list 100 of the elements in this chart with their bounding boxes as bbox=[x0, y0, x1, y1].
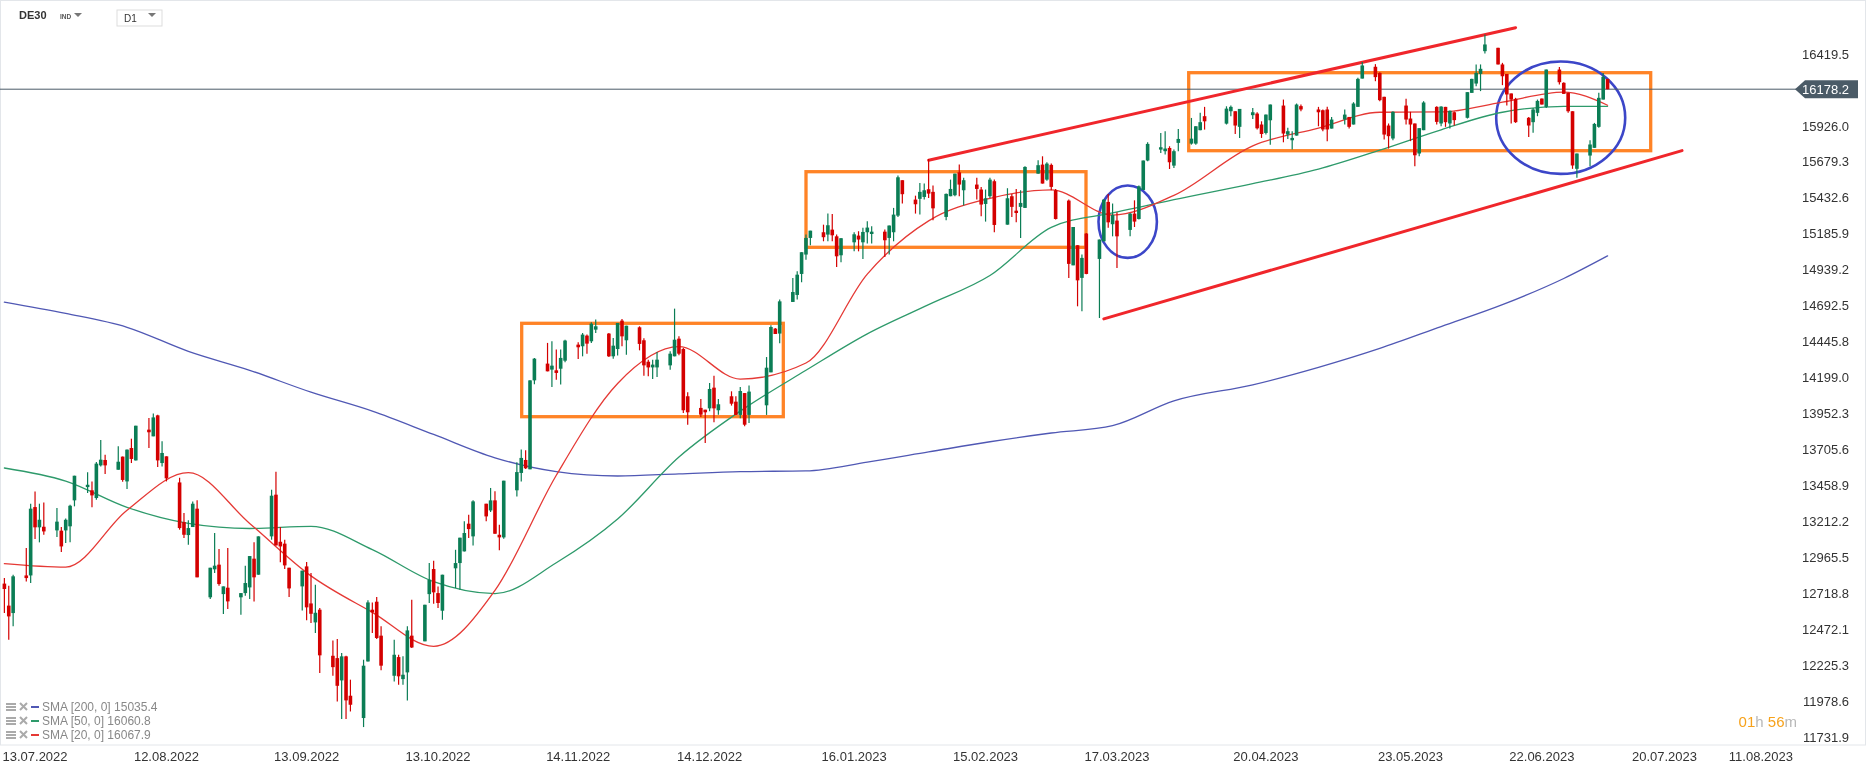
candlestick bbox=[1115, 211, 1119, 269]
candlestick bbox=[160, 440, 164, 467]
candlestick bbox=[918, 182, 922, 216]
candlestick bbox=[1483, 33, 1487, 55]
x-tick-label: 17.03.2023 bbox=[1084, 748, 1150, 764]
line-series bbox=[3, 255, 1609, 477]
candlestick bbox=[712, 375, 716, 423]
candlestick bbox=[436, 585, 440, 609]
y-tick-label: 12472.1 bbox=[1802, 622, 1849, 638]
x-tick-label: 23.05.2023 bbox=[1377, 748, 1443, 764]
candlestick bbox=[1575, 152, 1579, 179]
candlestick bbox=[300, 570, 305, 612]
candlestick bbox=[620, 318, 624, 347]
candlestick bbox=[979, 186, 983, 217]
candlestick bbox=[1290, 130, 1294, 151]
x-tick-label: 14.12.2022 bbox=[677, 748, 743, 764]
candlestick bbox=[826, 212, 830, 242]
x-tick-label: 12.08.2022 bbox=[133, 748, 199, 764]
x-tick-label: 11.08.2023 bbox=[1728, 748, 1793, 764]
candlestick bbox=[287, 567, 291, 598]
y-tick-label: 16419.5 bbox=[1802, 46, 1849, 62]
candlestick bbox=[830, 213, 835, 242]
y-tick-label: 13458.9 bbox=[1802, 478, 1849, 494]
candlestick bbox=[988, 177, 992, 199]
y-tick-label: 15926.0 bbox=[1802, 118, 1849, 134]
candlestick bbox=[1434, 105, 1439, 126]
y-tick-label: 14445.8 bbox=[1802, 334, 1849, 350]
candlestick bbox=[795, 270, 800, 301]
candlestick bbox=[1404, 98, 1408, 126]
text: DE30 bbox=[19, 9, 47, 21]
candlestick bbox=[1158, 132, 1163, 154]
candlestick bbox=[252, 541, 256, 602]
candlestick bbox=[1010, 193, 1014, 218]
candlestick bbox=[409, 599, 414, 649]
candlestick bbox=[852, 231, 856, 252]
x-tick-label: 13.07.2022 bbox=[2, 748, 68, 764]
annotation: 01h 56m bbox=[1738, 713, 1797, 731]
candlestick bbox=[1321, 108, 1325, 132]
y-tick-label: 11978.6 bbox=[1802, 694, 1849, 710]
candlestick bbox=[42, 501, 46, 536]
candlestick bbox=[1172, 148, 1176, 169]
x-tick-label: 16.01.2023 bbox=[821, 748, 887, 764]
y-tick-label: 11731.9 bbox=[1802, 729, 1849, 745]
x-tick-label: 22.06.2023 bbox=[1509, 748, 1575, 764]
candlestick bbox=[957, 164, 962, 197]
x-tick-label: 20.07.2023 bbox=[1631, 748, 1698, 764]
candlestick bbox=[791, 277, 795, 303]
ref-line-label: 16178.2 bbox=[1802, 81, 1849, 97]
annotation: D1 bbox=[124, 13, 138, 24]
candlestick bbox=[90, 480, 94, 508]
candlestick bbox=[190, 500, 195, 528]
candlestick bbox=[554, 349, 559, 381]
candlestick bbox=[1526, 116, 1531, 138]
candlestick bbox=[550, 340, 554, 388]
candlestick bbox=[239, 592, 243, 616]
candlestick bbox=[1439, 105, 1443, 127]
candlestick bbox=[33, 491, 37, 540]
y-tick-label: 15185.9 bbox=[1802, 226, 1849, 242]
candlestick bbox=[1080, 253, 1084, 312]
candlestick bbox=[1316, 106, 1321, 127]
candlestick bbox=[1176, 128, 1181, 152]
candlestick bbox=[116, 445, 121, 471]
candlestick bbox=[55, 507, 59, 538]
candlestick bbox=[931, 184, 935, 221]
legend-label: SMA [200, 0] 15035.4 bbox=[42, 700, 158, 715]
x-tick-label: 14.11.2022 bbox=[546, 748, 611, 764]
legend-label: SMA [50, 0] 16060.8 bbox=[42, 714, 152, 729]
x-tick-label: 15.02.2023 bbox=[953, 748, 1019, 764]
x-tick-label: 13.09.2022 bbox=[274, 748, 340, 764]
y-tick-label: 14199.0 bbox=[1802, 370, 1849, 386]
candlestick bbox=[1106, 193, 1111, 229]
candlestick bbox=[1194, 125, 1198, 146]
candlestick bbox=[607, 332, 611, 358]
candlestick bbox=[839, 237, 843, 263]
candlestick bbox=[983, 188, 988, 223]
candlestick bbox=[734, 395, 738, 416]
candlestick bbox=[68, 504, 72, 543]
candlestick bbox=[585, 333, 589, 355]
x-tick-label: 20.04.2023 bbox=[1233, 748, 1299, 764]
candlestick bbox=[883, 229, 887, 258]
candlestick bbox=[1325, 106, 1330, 142]
candlestick bbox=[392, 639, 397, 683]
candlestick bbox=[861, 227, 865, 260]
y-tick-label: 12225.3 bbox=[1802, 658, 1849, 674]
candlestick bbox=[427, 562, 432, 604]
candlestick bbox=[738, 386, 743, 419]
y-tick-label: 15679.3 bbox=[1802, 154, 1849, 170]
candlestick bbox=[217, 548, 221, 587]
candlestick bbox=[1045, 161, 1049, 182]
candlestick bbox=[655, 351, 659, 378]
candlestick bbox=[1268, 103, 1273, 146]
legend-label: SMA [20, 0] 16067.9 bbox=[42, 728, 152, 743]
candlestick bbox=[24, 547, 29, 583]
x-tick-label: 13.10.2022 bbox=[405, 748, 471, 764]
candlestick bbox=[225, 547, 230, 610]
y-tick-label: 13212.2 bbox=[1802, 514, 1849, 530]
y-tick-label: 13705.6 bbox=[1802, 442, 1849, 458]
y-tick-label: 15432.6 bbox=[1802, 190, 1849, 206]
candlestick bbox=[103, 454, 107, 475]
candlestick bbox=[1233, 110, 1238, 135]
